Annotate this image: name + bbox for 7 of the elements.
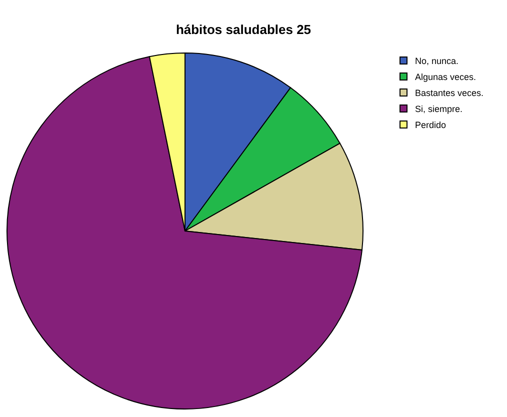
legend-label: Algunas veces.	[415, 72, 476, 82]
chart-title: hábitos saludables 25	[176, 22, 312, 37]
legend-label: Si, siempre.	[415, 104, 463, 114]
legend-label: No, nunca.	[415, 56, 459, 66]
pie-slice	[6, 56, 362, 410]
legend-label: Perdido	[415, 120, 446, 130]
legend-label: Bastantes veces.	[415, 88, 484, 98]
